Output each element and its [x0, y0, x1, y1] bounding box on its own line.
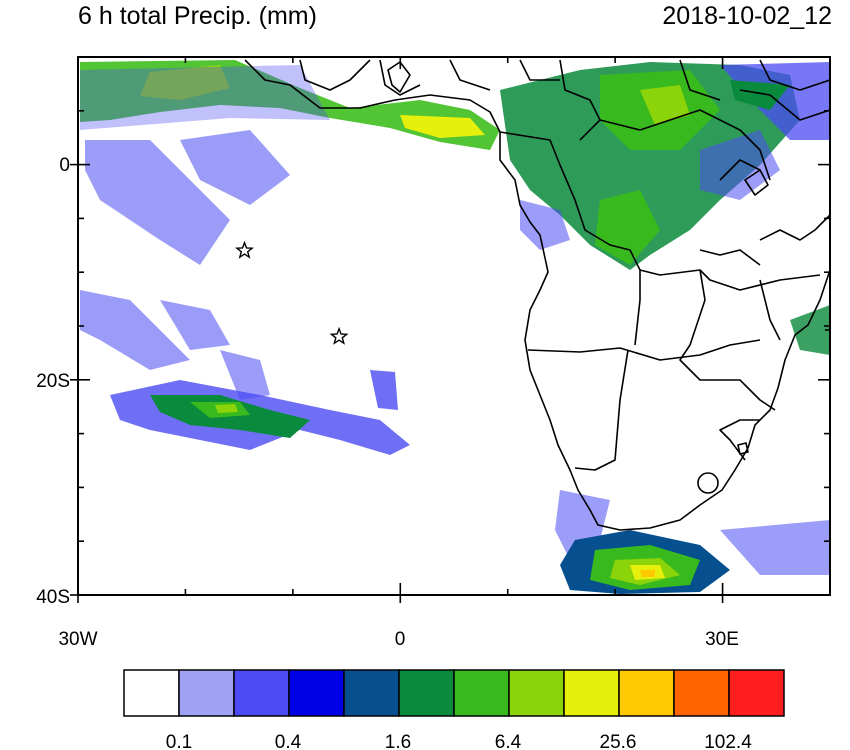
x-tick-label: 30W: [58, 629, 97, 650]
colorbar-swatch: [178, 669, 235, 717]
country-borders: [244, 59, 830, 531]
y-axis-labels: 0 20S 40S: [36, 155, 70, 608]
colorbar-swatch: [728, 669, 785, 717]
colorbar-label: 1.6: [385, 732, 411, 750]
y-tick-label: 0: [59, 155, 70, 176]
map-title: 6 h total Precip. (mm): [78, 2, 317, 30]
colorbar-label: 0.1: [166, 732, 192, 750]
colorbar-swatch: [123, 669, 180, 717]
star-marker: [329, 326, 349, 345]
station-markers: [235, 240, 349, 345]
colorbar-swatch: [288, 669, 345, 717]
map-datetime: 2018-10-02_12: [662, 2, 832, 30]
colorbar-swatch: [618, 669, 675, 717]
precipitation-field: [80, 60, 830, 594]
colorbar-swatch: [563, 669, 620, 717]
colorbar-swatch: [398, 669, 455, 717]
colorbar-swatch: [508, 669, 565, 717]
colorbar-label: 25.6: [600, 732, 637, 750]
colorbar-swatch: [233, 669, 290, 717]
colorbar-labels: 0.1 0.4 1.6 6.4 25.6 102.4: [166, 732, 752, 750]
colorbar-label: 102.4: [704, 732, 752, 750]
x-tick-label: 30E: [705, 629, 739, 650]
x-tick-label: 0: [395, 629, 406, 650]
star-marker: [235, 240, 254, 259]
colorbar-label: 0.4: [275, 732, 302, 750]
colorbar-label: 6.4: [495, 732, 522, 750]
colorbar-swatch: [343, 669, 400, 717]
axis-ticks: [70, 56, 831, 603]
y-tick-label: 40S: [36, 587, 70, 608]
precip-colorbar: [123, 669, 785, 717]
y-tick-label: 20S: [36, 371, 70, 392]
colorbar-swatch: [673, 669, 730, 717]
colorbar-swatch: [453, 669, 510, 717]
x-axis-labels: 30W 0 30E: [58, 629, 738, 650]
